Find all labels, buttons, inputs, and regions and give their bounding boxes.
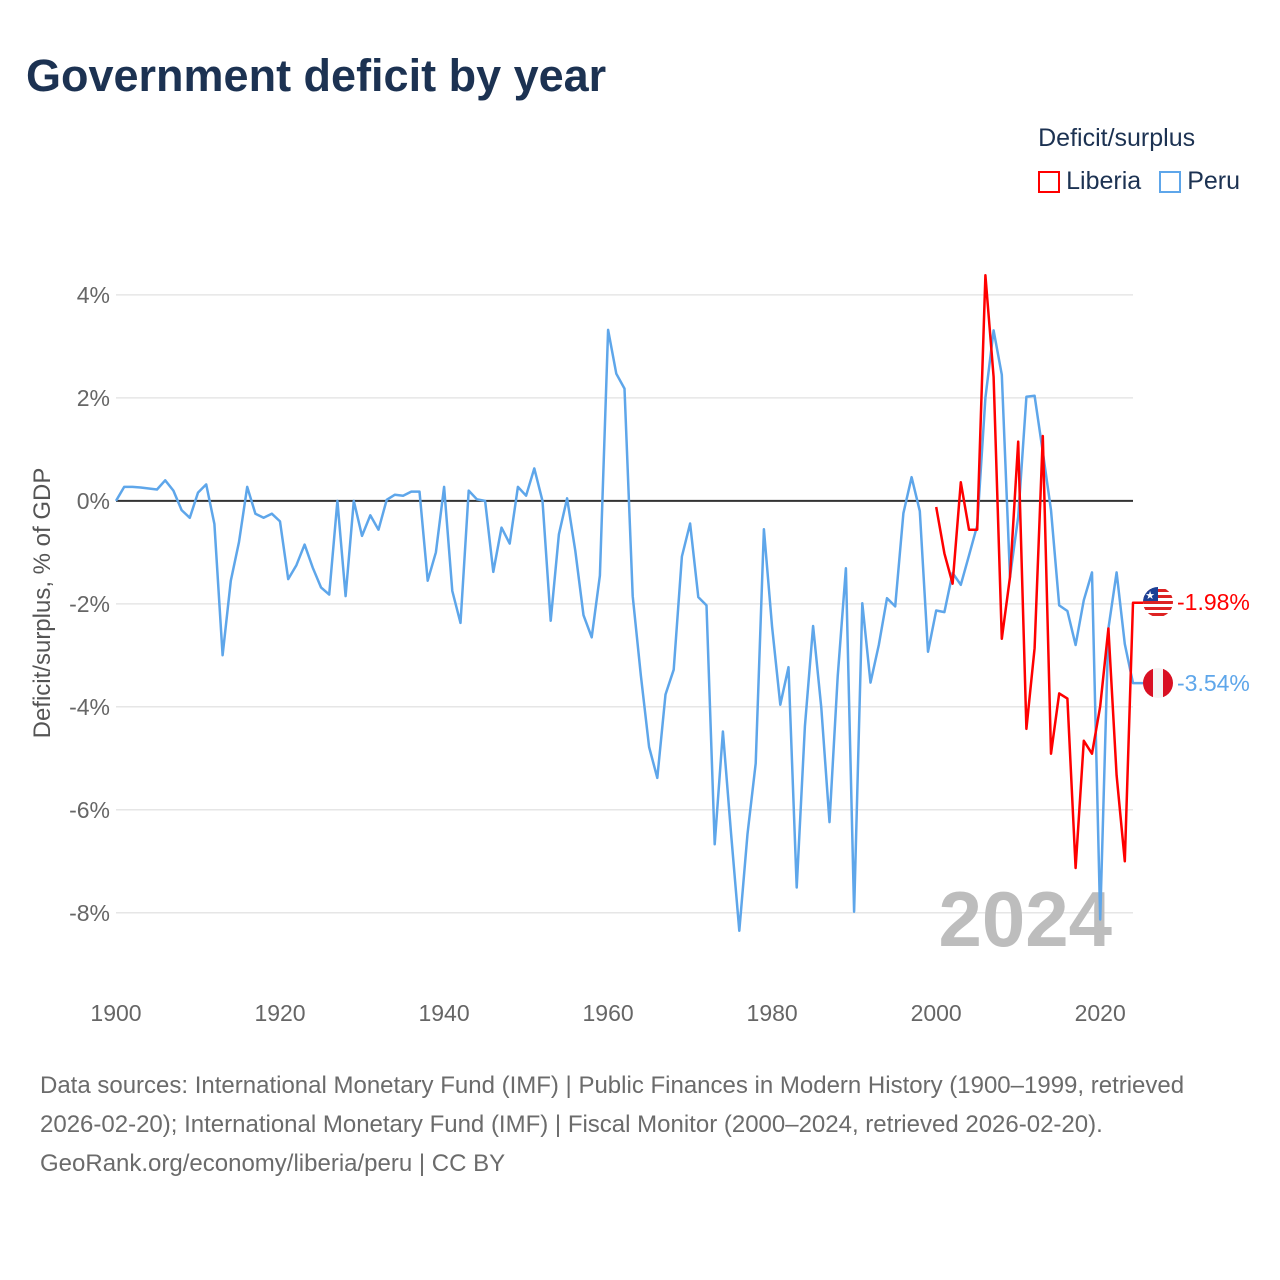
end-labels: -3.54% -1.98% [1177, 589, 1250, 696]
legend-item-peru[interactable]: Peru [1159, 167, 1240, 196]
peru-flag-icon [1143, 668, 1173, 698]
credit-link[interactable]: GeoRank.org/economy/liberia/peru | CC BY [40, 1150, 506, 1177]
end-label-liberia: -1.98% [1177, 589, 1250, 615]
series-line-liberia [934, 274, 1143, 870]
legend-swatch-liberia [1038, 170, 1061, 193]
year-watermark: 2024 [938, 875, 1112, 963]
liberia-flag-icon: ★ [1143, 587, 1173, 617]
x-tick-label: 1980 [747, 1000, 798, 1026]
legend-item-liberia[interactable]: Liberia [1038, 167, 1141, 196]
x-tick-label: 2020 [1075, 1000, 1126, 1026]
legend-label-liberia: Liberia [1066, 167, 1142, 195]
svg-text:★: ★ [1145, 590, 1155, 602]
y-axis-ticks: 4% 2% 0% -2% -4% -6% -8% [69, 282, 110, 926]
y-tick-label: 4% [77, 282, 110, 308]
legend: Deficit/surplus Liberia Peru [1038, 124, 1240, 196]
chart-title: Government deficit by year [26, 50, 607, 101]
series-lines [114, 274, 1143, 933]
legend-swatch-peru [1159, 170, 1182, 193]
data-sources: Data sources: International Monetary Fun… [40, 1072, 1185, 1138]
line-chart: 4% 2% 0% -2% -4% -6% -8% 1900 1920 1940 1960 1980 2… [29, 274, 1250, 1026]
y-tick-label: -8% [69, 900, 110, 926]
legend-label-peru: Peru [1187, 167, 1240, 195]
x-tick-label: 1940 [418, 1000, 469, 1026]
y-axis-label: Deficit/surplus, % of GDP [29, 468, 56, 739]
x-tick-label: 2000 [911, 1000, 962, 1026]
series-line-peru [114, 328, 1143, 933]
x-tick-label: 1920 [254, 1000, 305, 1026]
footer: Data sources: International Monetary Fun… [40, 1066, 1240, 1183]
x-tick-label: 1900 [90, 1000, 141, 1026]
x-axis-ticks: 1900 1920 1940 1960 1980 2000 2020 [90, 1000, 1125, 1026]
y-tick-label: 2% [77, 385, 110, 411]
y-tick-label: -4% [69, 694, 110, 720]
y-tick-label: 0% [77, 488, 110, 514]
legend-title: Deficit/surplus [1038, 124, 1196, 152]
end-label-peru: -3.54% [1177, 670, 1250, 696]
y-tick-label: -6% [69, 797, 110, 823]
x-tick-label: 1960 [583, 1000, 634, 1026]
y-tick-label: -2% [69, 591, 110, 617]
